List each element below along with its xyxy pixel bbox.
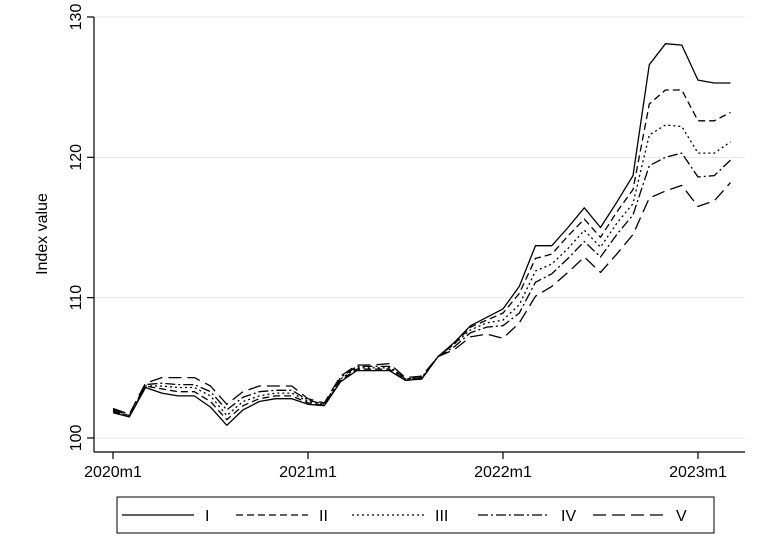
legend-label: II (319, 508, 328, 525)
legend-label: IV (561, 508, 576, 525)
series-line-2 (112, 89, 731, 421)
series-line-3 (112, 124, 731, 417)
legend-label: I (205, 508, 209, 525)
y-axis-ticks: 100 110 120 130 (68, 4, 94, 452)
x-tick-label: 2022m1 (474, 464, 532, 481)
legend-label: III (435, 508, 448, 525)
series-line-4 (112, 152, 731, 417)
series-line-5 (112, 182, 731, 415)
y-tick-label: 120 (68, 144, 85, 171)
series-lines (112, 43, 731, 426)
y-axis-title: Index value (34, 193, 51, 275)
legend-label: V (676, 508, 687, 525)
x-tick-label: 2021m1 (279, 464, 337, 481)
gridlines (94, 16, 745, 439)
legend: I II III IV V (116, 496, 715, 534)
y-tick-label: 100 (68, 425, 85, 452)
y-tick-label: 130 (68, 4, 85, 31)
x-axis-ticks: 2020m1 2021m1 2022m1 2023m1 (84, 452, 727, 481)
y-tick-label: 110 (68, 285, 85, 311)
x-tick-label: 2023m1 (669, 464, 727, 481)
x-tick-label: 2020m1 (84, 464, 142, 481)
